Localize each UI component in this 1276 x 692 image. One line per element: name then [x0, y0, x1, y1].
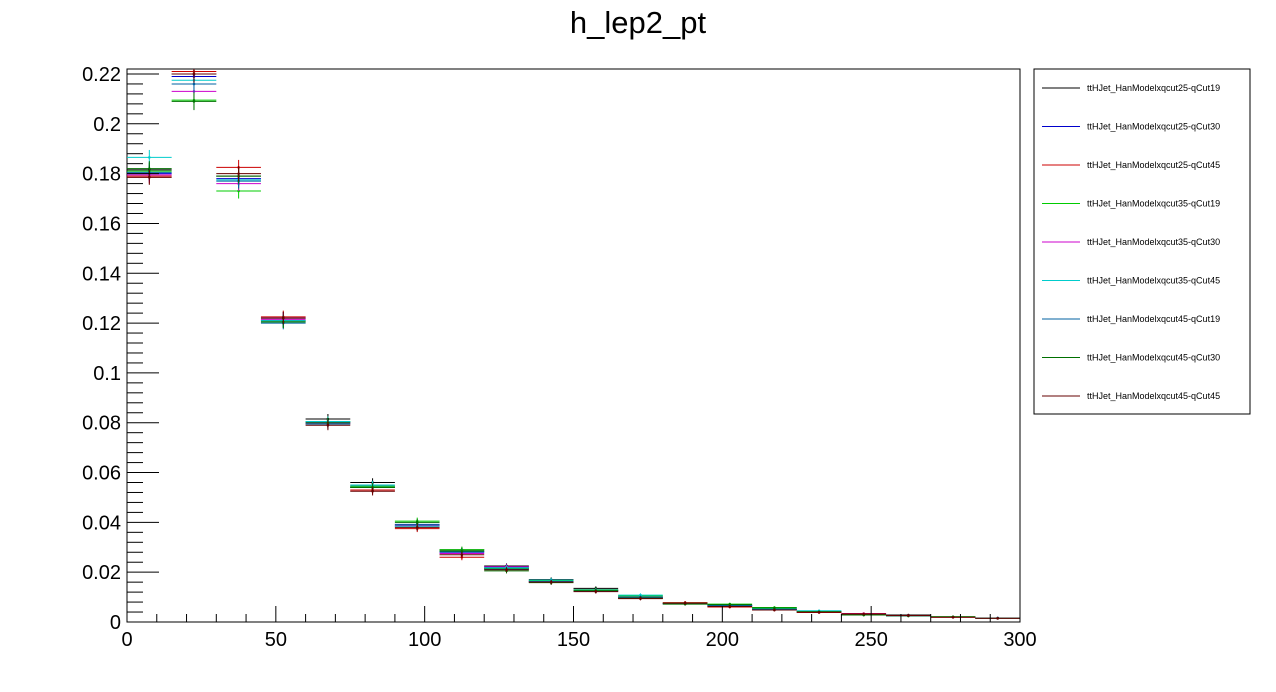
data-point-marker — [639, 593, 642, 597]
data-point-marker — [326, 423, 330, 427]
legend-label: ttHJet_HanModelxqcut25-qCut30 — [1087, 122, 1220, 132]
data-point-marker — [594, 590, 598, 593]
legend-label: ttHJet_HanModelxqcut35-qCut19 — [1087, 199, 1220, 209]
series-9 — [127, 69, 1020, 620]
data-point-marker — [951, 615, 955, 619]
legend-entry: ttHJet_HanModelxqcut35-qCut30 — [1042, 237, 1220, 247]
x-tick-label: 250 — [854, 629, 887, 651]
legend-entry: ttHJet_HanModelxqcut35-qCut45 — [1042, 276, 1220, 286]
data-point-marker — [460, 549, 464, 553]
data-point-marker — [460, 553, 464, 557]
x-tick-label: 50 — [265, 629, 287, 651]
data-point-marker — [148, 176, 151, 179]
data-point-marker — [148, 156, 151, 159]
y-tick-label: 0.22 — [82, 64, 121, 86]
chart-title: h_lep2_pt — [570, 5, 707, 40]
data-point-marker — [148, 167, 151, 170]
data-point-marker — [237, 172, 240, 175]
data-point-marker — [192, 100, 196, 103]
data-point-marker — [281, 316, 285, 320]
axes-layer: 0 50 100 150 200 250 300 0 0.02 0.04 0.06 0.08 0.1 0.… — [82, 64, 1037, 651]
legend-label: ttHJet_HanModelxqcut45-qCut19 — [1087, 314, 1220, 324]
x-tick-label: 200 — [706, 629, 739, 651]
y-tick-label: 0.02 — [82, 562, 121, 584]
y-tick-label: 0.18 — [82, 164, 121, 186]
y-tick-label: 0.1 — [93, 363, 121, 385]
legend-entry: ttHJet_HanModelxqcut45-qCut19 — [1042, 314, 1220, 324]
y-tick-label: 0 — [110, 612, 121, 634]
x-tick-label: 300 — [1003, 629, 1036, 651]
data-point-marker — [549, 580, 553, 584]
x-tick-label: 100 — [408, 629, 441, 651]
legend-label: ttHJet_HanModelxqcut35-qCut30 — [1087, 237, 1220, 247]
data-point-marker — [773, 606, 776, 610]
y-tick-label: 0.16 — [82, 213, 121, 235]
legend-entry: ttHJet_HanModelxqcut25-qCut19 — [1042, 83, 1220, 93]
data-point-marker — [907, 614, 910, 617]
legend-entry: ttHJet_HanModelxqcut35-qCut19 — [1042, 199, 1220, 209]
legend-entry: ttHJet_HanModelxqcut25-qCut45 — [1042, 160, 1220, 170]
data-point-marker — [728, 605, 732, 608]
legend-label: ttHJet_HanModelxqcut25-qCut45 — [1087, 160, 1220, 170]
legend-label: ttHJet_HanModelxqcut45-qCut45 — [1087, 391, 1220, 401]
legend-label: ttHJet_HanModelxqcut45-qCut30 — [1087, 353, 1220, 363]
legend-entry: ttHJet_HanModelxqcut45-qCut45 — [1042, 391, 1220, 401]
data-point-marker — [728, 603, 732, 606]
legend-entry: ttHJet_HanModelxqcut45-qCut30 — [1042, 353, 1220, 363]
data-point-marker — [817, 610, 821, 614]
data-point-marker — [683, 601, 687, 605]
legend-label: ttHJet_HanModelxqcut25-qCut19 — [1087, 83, 1220, 93]
y-tick-label: 0.04 — [82, 512, 121, 534]
series-layer — [127, 69, 1020, 620]
x-tick-label: 150 — [557, 629, 590, 651]
data-point-marker — [192, 82, 196, 86]
y-tick-label: 0.2 — [93, 114, 121, 136]
x-tick-label: 0 — [121, 629, 132, 651]
legend-entry: ttHJet_HanModelxqcut25-qCut30 — [1042, 122, 1220, 132]
data-point-marker — [415, 521, 419, 524]
legend: ttHJet_HanModelxqcut25-qCut19 ttHJet_HanM… — [1033, 68, 1251, 415]
data-point-marker — [415, 526, 419, 529]
data-point-marker — [773, 608, 776, 612]
data-point-marker — [192, 72, 196, 76]
data-point-marker — [996, 616, 999, 620]
y-tick-label: 0.12 — [82, 313, 121, 335]
data-point-marker — [371, 489, 374, 493]
y-tick-label: 0.14 — [82, 263, 121, 285]
data-point-marker — [862, 612, 866, 616]
data-point-marker — [639, 597, 642, 600]
legend-label: ttHJet_HanModelxqcut35-qCut45 — [1087, 276, 1220, 286]
y-tick-label: 0.06 — [82, 463, 121, 485]
y-tick-label: 0.08 — [82, 413, 121, 435]
data-point-marker — [505, 568, 508, 571]
